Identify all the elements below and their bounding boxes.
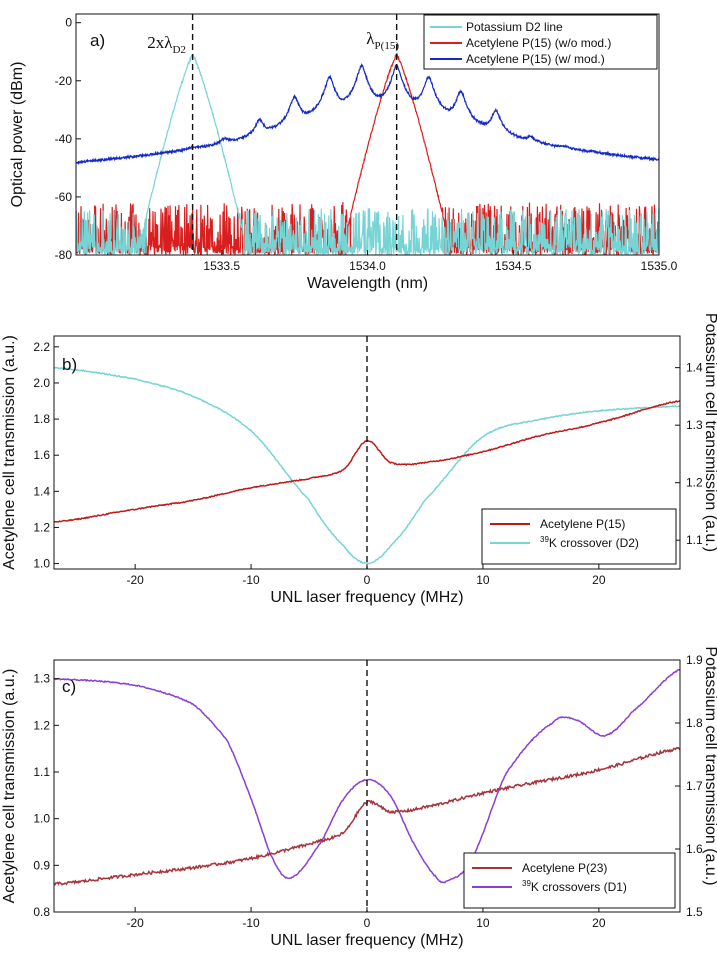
x-tick-label: 0	[364, 916, 371, 930]
y-tick-label: 1.0	[33, 812, 50, 826]
panel-c-legend-box	[463, 852, 676, 909]
panel-c-transmission: -20 -10 0 10 20 0.8 0.9 1.0 1.1 1.2 1.3 1.5 1.6 1.7 1.…	[1, 646, 717, 949]
panel-b-legend-entry-1-text: K crossover (D2)	[549, 536, 639, 550]
panel-a-legend: Potassium D2 line Acetylene P(15) (w/o m…	[423, 14, 658, 70]
panel-b-legend-entry-1-sup: 39	[540, 535, 549, 544]
y-tick-label: 1.2	[33, 520, 50, 534]
y-tick-label: 0	[65, 16, 72, 30]
panel-b-legend-entry-0: Acetylene P(15)	[540, 517, 625, 531]
series-line-0	[76, 53, 659, 255]
panel-a-annotation-p15: λP(15)	[366, 29, 399, 52]
panel-a-legend-entry-2: Acetylene P(15) (w/ mod.)	[466, 52, 605, 66]
y2-tick-label: 1.5	[686, 905, 703, 919]
y-tick-label: 2.2	[33, 340, 50, 354]
y-tick-label: 1.4	[33, 484, 50, 498]
y2-tick-label: 1.8	[686, 716, 703, 730]
y2-tick-label: 1.3	[686, 418, 703, 432]
panel-c-x-axis-label: UNL laser frequency (MHz)	[270, 932, 463, 949]
panel-a-marker-lines	[191, 14, 398, 255]
x-tick-label: 0	[364, 573, 371, 587]
panel-b-ticks: -20 -10 0 10 20 1.0 1.2 1.4 1.6 1.8 2.0 2.2 1.1 1.2 1.…	[33, 340, 703, 587]
y2-tick-label: 1.2	[686, 476, 703, 490]
panel-b-transmission: -20 -10 0 10 20 1.0 1.2 1.4 1.6 1.8 2.0 2.2 1.1 1.2 1.…	[1, 313, 717, 606]
panel-c-legend-entry-0: Acetylene P(23)	[522, 861, 607, 875]
x-tick-label: 1534.0	[349, 259, 386, 273]
y2-tick-label: 1.9	[686, 653, 703, 667]
panel-b-legend: Acetylene P(15) 39K crossover (D2)	[481, 508, 677, 565]
x-tick-label: 20	[592, 916, 606, 930]
panel-a-legend-entry-0: Potassium D2 line	[466, 20, 563, 34]
series-line-2	[76, 62, 659, 166]
y2-tick-label: 1.6	[686, 842, 703, 856]
panel-a-optical-spectrum: 1533.5 1534.0 1534.5 1535.0 -80 -60 -40 -20 0 a)…	[9, 13, 678, 292]
y-tick-label: 1.2	[33, 718, 50, 732]
y-tick-label: -40	[55, 132, 73, 146]
panel-b-label: b)	[62, 355, 77, 374]
panel-c-y2-axis-label: Potassium cell transmission (a.u.)	[702, 646, 717, 885]
x-tick-label: -10	[242, 573, 260, 587]
panel-b-y-axis-label: Acetylene cell transmission (a.u.)	[1, 335, 18, 570]
y-tick-label: 0.8	[33, 905, 50, 919]
x-tick-label: -10	[242, 916, 260, 930]
panel-c-y-axis-label: Acetylene cell transmission (a.u.)	[1, 669, 18, 904]
panel-a-y-axis-label: Optical power (dBm)	[9, 62, 26, 208]
x-tick-label: -20	[126, 573, 144, 587]
panel-a-annotation-p15-main: λ	[366, 29, 375, 48]
panel-b-y2-axis-label: Potassium cell transmission (a.u.)	[702, 313, 717, 552]
y2-tick-label: 1.4	[686, 361, 703, 375]
y-tick-label: 1.1	[33, 765, 50, 779]
series-line-1	[53, 668, 681, 884]
panel-a-series-layer	[76, 52, 659, 255]
panel-c-ticks: -20 -10 0 10 20 0.8 0.9 1.0 1.1 1.2 1.3 1.5 1.6 1.7 1.…	[33, 653, 703, 930]
panel-c-legend-entry-1: 39K crossovers (D1)	[522, 879, 627, 894]
panel-a-annotation-d2-main: 2xλ	[147, 33, 173, 52]
y2-tick-label: 1.1	[686, 533, 703, 547]
y-tick-label: 0.9	[33, 858, 50, 872]
panel-b-legend-entry-1: 39K crossover (D2)	[540, 535, 639, 550]
panel-a-annotation-d2-sub: D2	[172, 44, 185, 56]
y-tick-label: -80	[55, 248, 73, 262]
panel-a-legend-box	[423, 14, 658, 70]
series-line-1	[54, 366, 680, 565]
x-tick-label: 1534.5	[495, 259, 532, 273]
x-tick-label: 1533.5	[203, 259, 240, 273]
y-tick-label: 2.0	[33, 376, 50, 390]
panel-c-legend-entry-1-text: K crossovers (D1)	[531, 880, 627, 894]
x-tick-label: -20	[126, 916, 144, 930]
panel-a-x-axis-label: Wavelength (nm)	[307, 275, 428, 292]
panel-b-x-axis-label: UNL laser frequency (MHz)	[270, 589, 463, 606]
x-tick-label: 1535.0	[641, 259, 678, 273]
panel-c-legend-entry-1-sup: 39	[522, 879, 531, 888]
panel-a-annotation-d2: 2xλD2	[147, 33, 186, 56]
y2-tick-label: 1.7	[686, 779, 703, 793]
panel-c-legend: Acetylene P(23) 39K crossovers (D1)	[463, 852, 676, 909]
x-tick-label: 10	[476, 573, 490, 587]
y-tick-label: -60	[55, 190, 73, 204]
panel-a-annotation-p15-sub: P(15)	[375, 40, 400, 52]
y-tick-label: 1.8	[33, 412, 50, 426]
panel-a-legend-entry-1: Acetylene P(15) (w/o mod.)	[466, 36, 611, 50]
panel-a-label: a)	[90, 31, 105, 50]
panel-b-legend-box	[481, 508, 677, 565]
y-tick-label: 1.3	[33, 672, 50, 686]
y-tick-label: 1.6	[33, 448, 50, 462]
panel-a-ticks: 1533.5 1534.0 1534.5 1535.0 -80 -60 -40 -20 0	[55, 16, 678, 273]
x-tick-label: 20	[592, 573, 606, 587]
y-tick-label: 1.0	[33, 557, 50, 571]
y-tick-label: -20	[55, 74, 73, 88]
panel-c-label: c)	[62, 677, 76, 696]
x-tick-label: 10	[476, 916, 490, 930]
